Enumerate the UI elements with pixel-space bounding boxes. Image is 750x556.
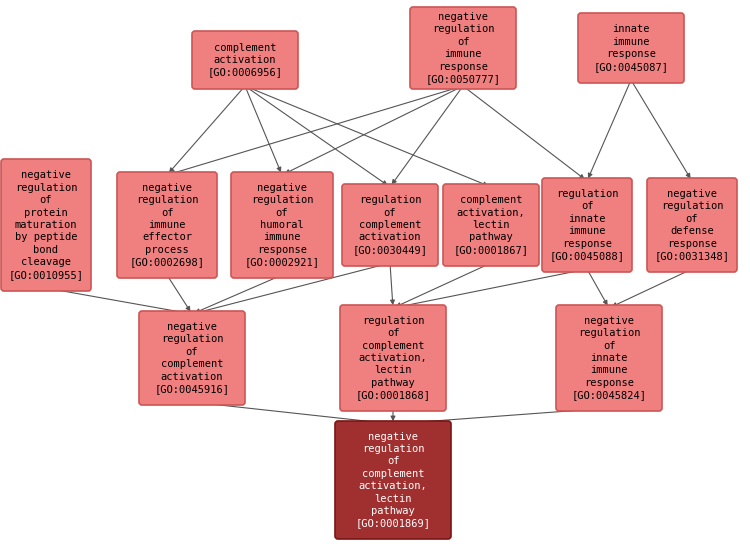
Text: complement
activation
[GO:0006956]: complement activation [GO:0006956] [208,43,283,77]
Text: negative
regulation
of
immune
response
[GO:0050777]: negative regulation of immune response [… [425,12,500,84]
FancyBboxPatch shape [556,305,662,411]
FancyBboxPatch shape [410,7,516,89]
Text: innate
immune
response
[GO:0045087]: innate immune response [GO:0045087] [593,24,668,72]
Text: negative
regulation
of
defense
response
[GO:0031348]: negative regulation of defense response … [655,189,730,261]
Text: regulation
of
complement
activation,
lectin
pathway
[GO:0001868]: regulation of complement activation, lec… [356,316,430,400]
FancyBboxPatch shape [117,172,217,278]
FancyBboxPatch shape [192,31,298,89]
Text: regulation
of
complement
activation
[GO:0030449]: regulation of complement activation [GO:… [352,195,428,255]
Text: regulation
of
innate
immune
response
[GO:0045088]: regulation of innate immune response [GO… [550,189,625,261]
FancyBboxPatch shape [342,184,438,266]
FancyBboxPatch shape [231,172,333,278]
Text: negative
regulation
of
humoral
immune
response
[GO:0002921]: negative regulation of humoral immune re… [244,183,320,267]
Text: negative
regulation
of
immune
effector
process
[GO:0002698]: negative regulation of immune effector p… [130,183,205,267]
FancyBboxPatch shape [340,305,446,411]
FancyBboxPatch shape [335,421,451,539]
FancyBboxPatch shape [139,311,245,405]
Text: negative
regulation
of
protein
maturation
by peptide
bond
cleavage
[GO:0010955]: negative regulation of protein maturatio… [8,170,83,280]
FancyBboxPatch shape [542,178,632,272]
FancyBboxPatch shape [1,159,91,291]
Text: negative
regulation
of
complement
activation
[GO:0045916]: negative regulation of complement activa… [154,322,230,394]
FancyBboxPatch shape [578,13,684,83]
FancyBboxPatch shape [647,178,737,272]
Text: negative
regulation
of
complement
activation,
lectin
pathway
[GO:0001869]: negative regulation of complement activa… [356,431,430,528]
FancyBboxPatch shape [443,184,539,266]
Text: negative
regulation
of
innate
immune
response
[GO:0045824]: negative regulation of innate immune res… [572,316,646,400]
Text: complement
activation,
lectin
pathway
[GO:0001867]: complement activation, lectin pathway [G… [454,195,529,255]
